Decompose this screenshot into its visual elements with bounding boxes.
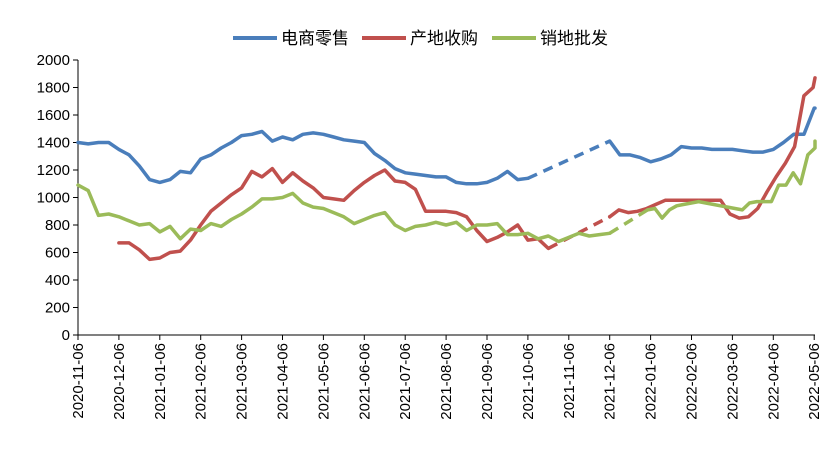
y-tick-label: 600 xyxy=(45,245,70,262)
x-tick-label: 2022-04-06 xyxy=(765,343,782,420)
series-line-dashed-3 xyxy=(608,208,649,235)
y-tick-label: 2000 xyxy=(37,52,70,69)
x-tick-label: 2020-11-06 xyxy=(70,343,87,419)
series-line-solid-b-1 xyxy=(607,106,817,164)
x-axis: 2020-11-06 2020-12-06 2021-01-06 2021-02-06… xyxy=(70,334,823,420)
x-tick-label: 2022-01-06 xyxy=(643,343,660,420)
series-line-solid-a-1 xyxy=(76,129,530,186)
x-tick-label: 2021-05-06 xyxy=(315,343,332,420)
x-tick-label: 2021-03-06 xyxy=(234,343,251,420)
legend-label-1: 电商零售 xyxy=(281,29,349,49)
x-tick-label: 2021-11-06 xyxy=(561,343,578,419)
x-tick-label: 2021-02-06 xyxy=(193,343,210,420)
x-tick-label: 2021-06-06 xyxy=(356,343,373,420)
legend-label-2: 产地收购 xyxy=(410,29,478,49)
y-tick-label: 400 xyxy=(45,272,70,289)
y-tick-label: 1800 xyxy=(37,80,70,97)
y-tick-label: 1600 xyxy=(37,107,70,124)
series-line-solid-a-2 xyxy=(117,166,551,262)
x-tick-label: 2021-09-06 xyxy=(479,343,496,420)
y-tick-label: 0 xyxy=(62,327,70,344)
x-tick-label: 2021-07-06 xyxy=(397,343,414,420)
x-tick-label: 2022-02-06 xyxy=(684,343,701,420)
y-axis: 0 200 400 600 800 1000 1200 1400 1600 1800 2000 xyxy=(37,52,79,344)
x-tick-label: 2021-04-06 xyxy=(275,343,292,420)
series-line-solid-b-3 xyxy=(645,139,817,220)
x-tick-label: 2021-01-06 xyxy=(152,343,169,420)
x-tick-label: 2022-05-06 xyxy=(806,343,823,420)
series-line-solid-a-3 xyxy=(76,183,612,244)
legend: 电商零售 产地收购 销地批发 xyxy=(233,29,608,49)
y-tick-label: 1000 xyxy=(37,190,70,207)
legend-label-3: 销地批发 xyxy=(540,29,608,49)
x-tick-label: 2021-10-06 xyxy=(520,343,537,420)
y-tick-label: 1200 xyxy=(37,162,70,179)
y-tick-label: 800 xyxy=(45,217,70,234)
x-tick-label: 2020-12-06 xyxy=(111,343,128,420)
series-line-solid-b-2 xyxy=(607,76,817,220)
plot-area xyxy=(76,76,817,262)
y-tick-label: 200 xyxy=(45,300,70,317)
x-tick-label: 2021-12-06 xyxy=(602,343,619,420)
series-line-dashed-1 xyxy=(527,139,611,180)
x-tick-label: 2022-03-06 xyxy=(724,343,741,420)
x-tick-label: 2021-08-06 xyxy=(438,343,455,420)
y-tick-label: 1400 xyxy=(37,135,70,152)
